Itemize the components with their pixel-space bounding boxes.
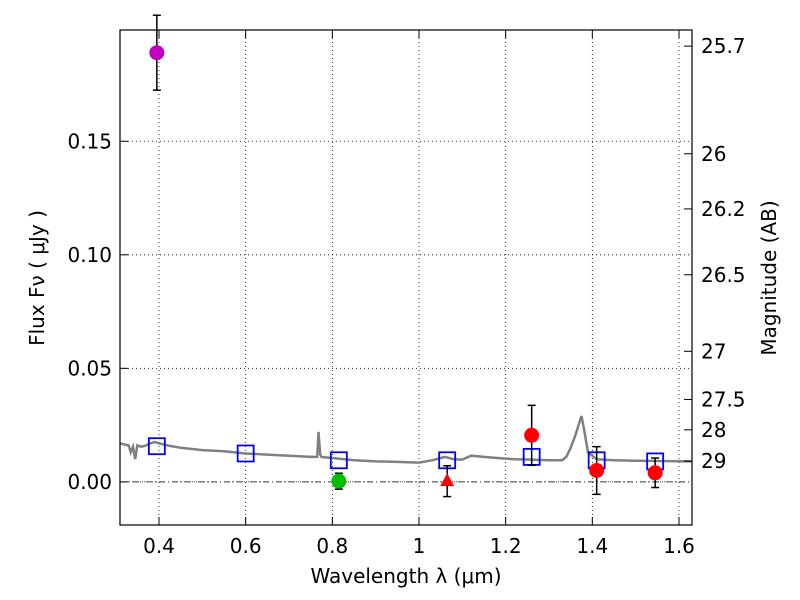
observed-flux-point bbox=[524, 427, 540, 443]
x-tick-label: 0.8 bbox=[316, 534, 348, 558]
magnitude-axis-title: Magnitude (AB) bbox=[757, 200, 781, 355]
magnitude-tick-label: 26 bbox=[701, 142, 726, 166]
x-tick-label: 1.2 bbox=[490, 534, 522, 558]
x-axis-title: Wavelength λ (μm) bbox=[310, 564, 501, 588]
y-tick-label: 0.10 bbox=[67, 243, 112, 267]
model-photometry-square bbox=[236, 444, 255, 463]
model-photometry-square bbox=[329, 451, 348, 470]
magnitude-tick-label: 28 bbox=[701, 418, 726, 442]
data-points bbox=[147, 14, 665, 498]
y-tick-label: 0.05 bbox=[67, 356, 112, 380]
model-photometry-square bbox=[147, 437, 166, 456]
plot-frame bbox=[119, 29, 693, 526]
x-tick-label: 1.6 bbox=[663, 534, 695, 558]
x-tick-label: 0.6 bbox=[230, 534, 262, 558]
x-tick-label: 1 bbox=[413, 534, 426, 558]
magnitude-tick-label: 27 bbox=[701, 339, 726, 363]
magnitude-tick-label: 26.2 bbox=[701, 197, 746, 221]
observed-flux-point bbox=[149, 45, 165, 61]
x-tick-label: 0.4 bbox=[143, 534, 175, 558]
x-tick-label: 1.4 bbox=[576, 534, 608, 558]
x-axis-ticks: 0.4 0.6 0.8 1 1.2 1.4 1.6 bbox=[143, 30, 695, 558]
observed-flux-point bbox=[331, 473, 347, 489]
magnitude-tick-label: 27.5 bbox=[701, 387, 746, 411]
magnitude-tick-label: 29 bbox=[701, 449, 726, 473]
magnitude-tick-label: 26.5 bbox=[701, 263, 746, 287]
magnitude-axis-ticks: 25.7 26 26.2 26.5 27 27.5 28 29 bbox=[684, 34, 746, 473]
y-tick-label: 0.15 bbox=[67, 129, 112, 153]
y-tick-label: 0.00 bbox=[67, 470, 112, 494]
model-sed-curve-layer bbox=[119, 415, 693, 464]
y-axis-ticks: 0.00 0.05 0.10 0.15 bbox=[67, 129, 128, 494]
y-axis-title: Flux Fν ( μJy ) bbox=[25, 210, 49, 346]
model-sed-curve bbox=[119, 415, 693, 464]
observed-flux-point bbox=[589, 463, 605, 479]
magnitude-tick-label: 25.7 bbox=[701, 34, 746, 58]
upper-limit-triangle bbox=[440, 473, 455, 487]
observed-flux-point bbox=[647, 465, 663, 481]
